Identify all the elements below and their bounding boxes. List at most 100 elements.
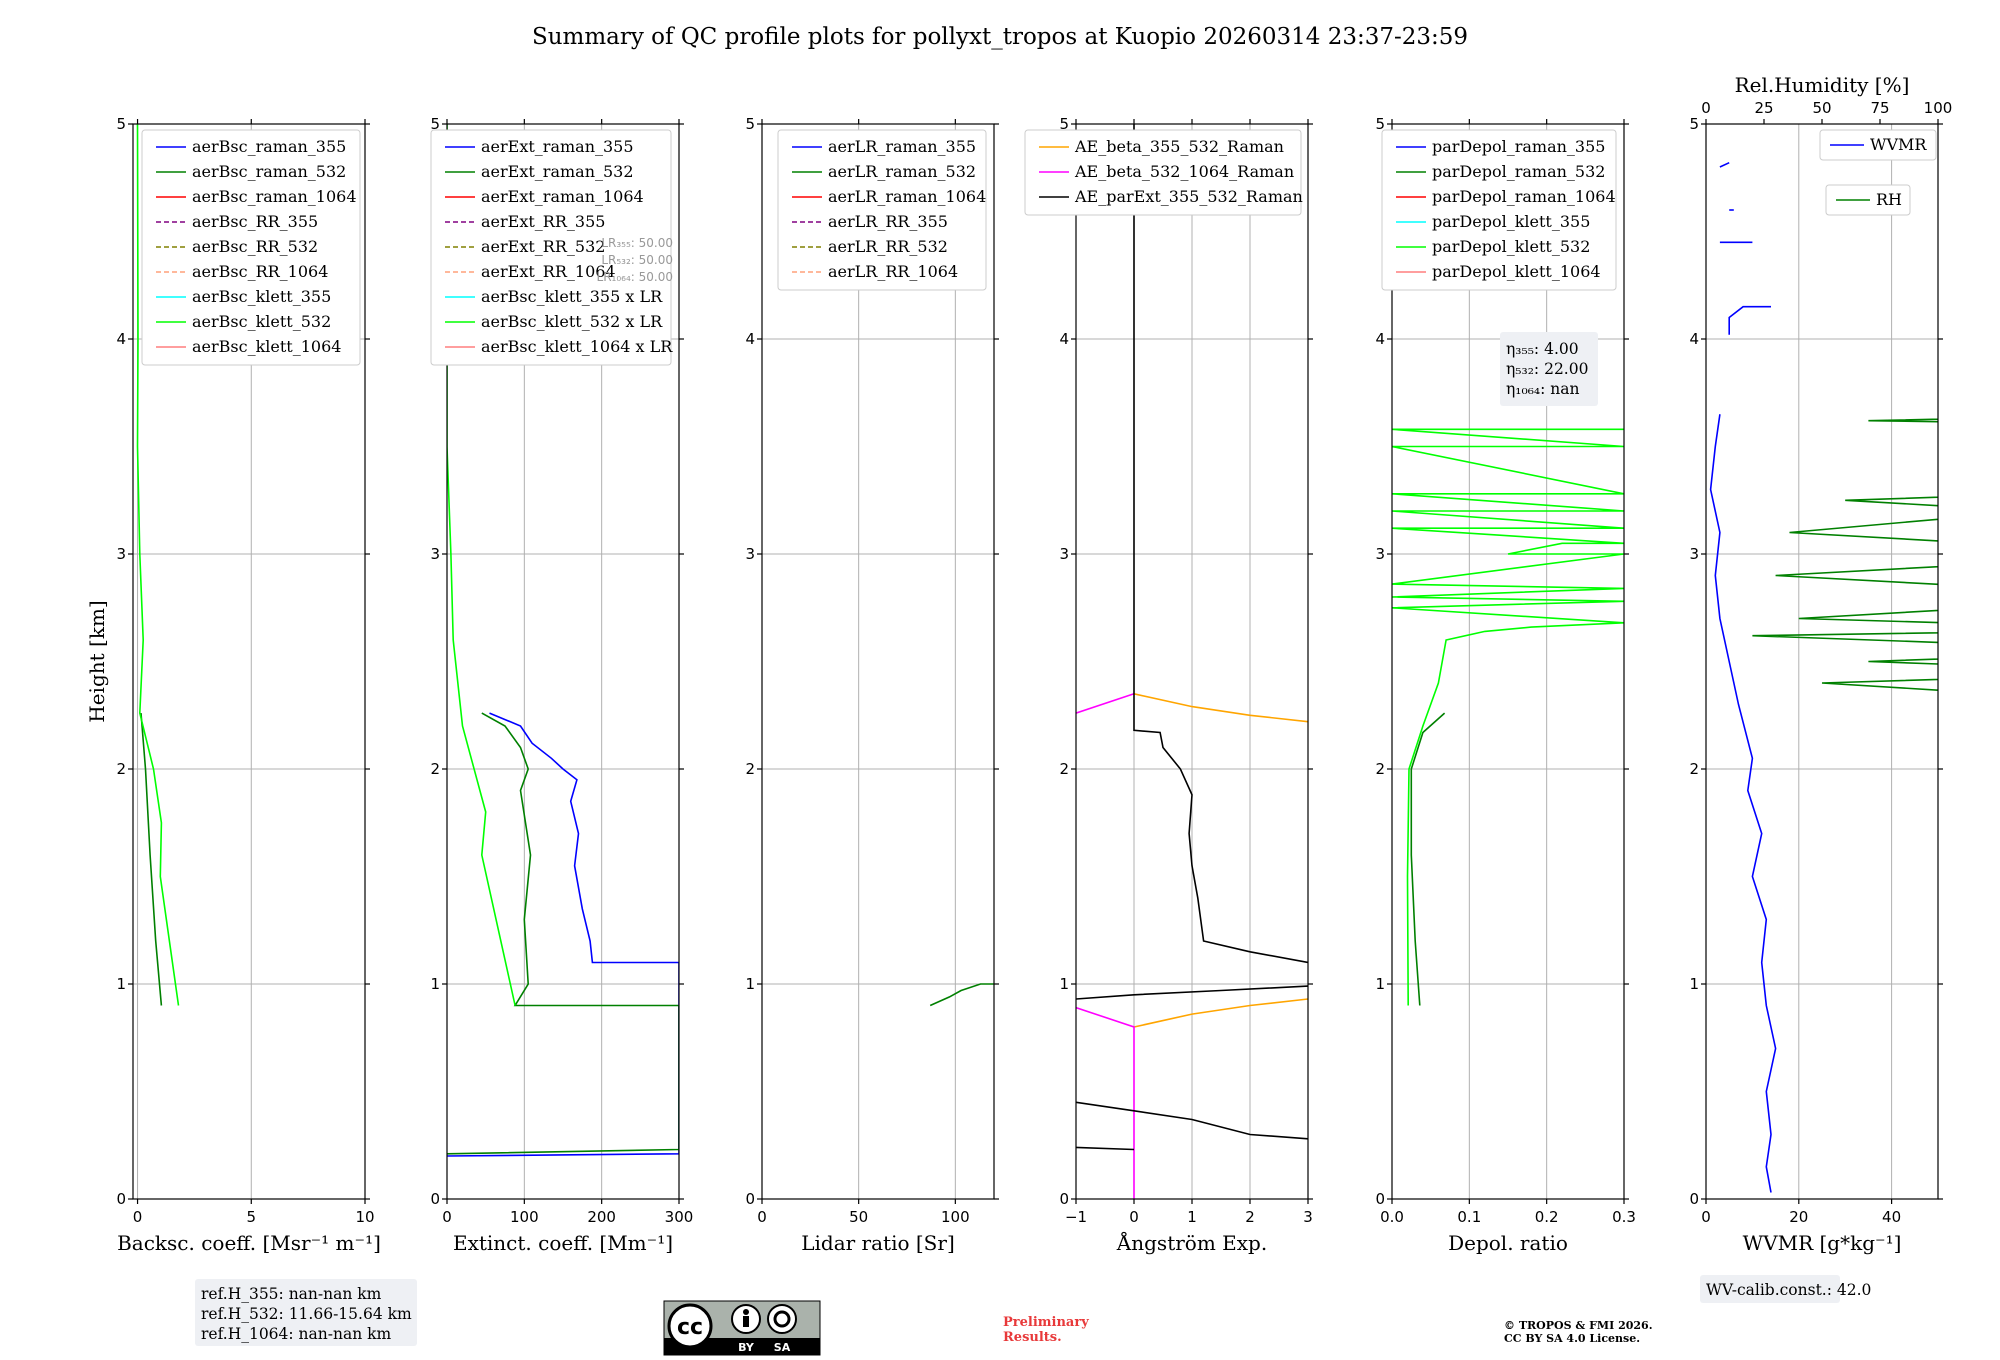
cc-sa-label: SA: [774, 1341, 791, 1354]
y-tick-label: 3: [430, 545, 440, 563]
x-tick-label: 5: [247, 1208, 257, 1226]
legend-wv: WVMR RH: [1819, 129, 1937, 216]
eta-annotation: η₁₀₆₄: nan: [1506, 380, 1580, 398]
x-tick-label: 300: [665, 1208, 694, 1226]
x-tick-label: 10: [355, 1208, 374, 1226]
x-tick-label: 2: [1245, 1208, 1255, 1226]
y-tick-label: 3: [116, 545, 126, 563]
y-tick-label: 0: [1375, 1190, 1385, 1208]
series-aerbsc-raman-532: [140, 713, 163, 1006]
x-tick-label: 1: [1187, 1208, 1197, 1226]
y-tick-label: 4: [1059, 330, 1069, 348]
figure-title: Summary of QC profile plots for pollyxt_…: [532, 24, 1468, 50]
legend-label: aerLR_raman_1064: [828, 187, 986, 206]
legend-label: parDepol_raman_1064: [1432, 187, 1616, 206]
legend-label: aerBsc_RR_355: [192, 212, 318, 231]
x-tick-label: 200: [587, 1208, 616, 1226]
top-x-tick-label: 25: [1754, 99, 1773, 117]
series-ae-beta-532-1064-raman: [1076, 693, 1135, 714]
top-x-tick-label: 100: [1924, 99, 1953, 117]
legend-label: aerBsc_klett_1064 x LR: [481, 337, 673, 356]
legend-label: AE_parExt_355_532_Raman: [1074, 187, 1303, 206]
y-tick-label: 3: [1375, 545, 1385, 563]
panel-lr: 0 50 100 0 1 2 3 4 5 Lidar ratio [Sr] aerLR_raman_…: [745, 115, 999, 1255]
lr-annotation: LR₁₀₆₄: 50.00: [597, 270, 673, 284]
legend-label: aerExt_RR_1064: [481, 262, 616, 281]
series-ae-parext-355-532-raman-bottom: [1076, 1146, 1135, 1151]
y-tick-label: 4: [745, 330, 755, 348]
cc-by-label: BY: [738, 1341, 755, 1354]
x-tick-label: 0.3: [1612, 1208, 1636, 1226]
legend-label: AE_beta_532_1064_Raman: [1074, 162, 1294, 181]
x-tick-label: 100: [510, 1208, 539, 1226]
legend-depol: parDepol_raman_355 parDepol_raman_532 parD…: [1381, 129, 1617, 291]
axes-frame: [1391, 123, 1625, 1200]
legend-label: aerBsc_klett_532: [192, 312, 331, 331]
legend-label: aerLR_RR_355: [828, 212, 948, 231]
y-tick-label: 4: [1689, 330, 1699, 348]
x-tick-label: 0: [442, 1208, 452, 1226]
preliminary-line-1: Preliminary: [1003, 1315, 1089, 1330]
y-tick-label: 1: [1689, 975, 1699, 993]
series-ae-parext-355-532-raman: [1133, 124, 1308, 964]
legend-label: aerBsc_RR_532: [192, 237, 318, 256]
eta-annotation: η₅₃₂: 22.00: [1506, 360, 1588, 378]
y-tick-label: 0: [745, 1190, 755, 1208]
y-tick-label: 0: [116, 1190, 126, 1208]
legend-label: aerLR_raman_355: [828, 137, 976, 156]
legend-ae: AE_beta_355_532_Raman AE_beta_532_1064_Ra…: [1024, 129, 1303, 216]
y-tick-label: 4: [116, 330, 126, 348]
x-tick-label: 0.0: [1380, 1208, 1404, 1226]
legend-label: parDepol_raman_532: [1432, 162, 1605, 181]
series-pardepol-klett-532: [1392, 428, 1624, 1006]
legend-label: RH: [1876, 190, 1902, 209]
top-x-tick-label: 75: [1870, 99, 1889, 117]
x-tick-label: 0: [757, 1208, 767, 1226]
legend-label: parDepol_klett_532: [1432, 237, 1590, 256]
y-tick-label: 1: [745, 975, 755, 993]
y-tick-label: 0: [1059, 1190, 1069, 1208]
x-tick-label: 0: [1129, 1208, 1139, 1226]
series-aerlr-raman-532: [929, 983, 994, 1007]
legend-label: AE_beta_355_532_Raman: [1074, 137, 1284, 156]
series-aerbsc-klett-532: [136, 124, 180, 1006]
legend-label: aerBsc_raman_355: [192, 137, 346, 156]
wv-calib-text: WV-calib.const.: 42.0: [1706, 1281, 1871, 1299]
copyright-line-1: © TROPOS & FMI 2026.: [1504, 1319, 1653, 1332]
preliminary-note: Preliminary Results.: [1003, 1315, 1089, 1345]
x-axis-label: Lidar ratio [Sr]: [801, 1231, 955, 1255]
lr-annotation: LR₅₃₂: 50.00: [601, 253, 673, 267]
y-tick-label: 3: [1059, 545, 1069, 563]
axes-frame: [761, 123, 995, 1200]
lr-annotation: LR₃₅₅: 50.00: [601, 236, 673, 250]
legend-label: aerBsc_raman_532: [192, 162, 346, 181]
y-tick-label: 3: [1689, 545, 1699, 563]
x-axis-label: Extinct. coeff. [Mm⁻¹]: [453, 1231, 673, 1255]
y-tick-label: 0: [430, 1190, 440, 1208]
legend-label: aerExt_raman_355: [481, 137, 634, 156]
panel-ext: 0100200300012345Extinct. coeff. [Mm⁻¹]ae…: [430, 115, 693, 1255]
y-tick-label: 2: [1689, 760, 1699, 778]
legend-ext: aerExt_raman_355 aerExt_raman_532 aerExt_r…: [430, 129, 673, 366]
legend-label: aerBsc_klett_355 x LR: [481, 287, 663, 306]
series-ae-parext-355-532-raman-mid: [1076, 985, 1308, 1000]
y-tick-label: 5: [1375, 115, 1385, 133]
copyright-line-2: CC BY SA 4.0 License.: [1504, 1332, 1640, 1345]
cc-logo-icon: [667, 1303, 713, 1349]
series-ae-beta-532-1064-raman-low: [1076, 1006, 1135, 1199]
y-tick-label: 5: [1689, 115, 1699, 133]
ref-heights-box: ref.H_355: nan-nan km ref.H_532: 11.66-1…: [195, 1279, 417, 1346]
axes-frame: [1705, 123, 1939, 1200]
y-tick-label: 1: [1059, 975, 1069, 993]
series-aerext-raman-532: [447, 712, 679, 1155]
x-axis-label: Depol. ratio: [1448, 1231, 1568, 1255]
legend-label: aerBsc_klett_1064: [192, 337, 341, 356]
x-tick-label: 0: [1701, 1208, 1711, 1226]
legend-bsc: aerBsc_raman_355 aerBsc_raman_532 aerBsc_r…: [141, 129, 361, 366]
ref-height-532: ref.H_532: 11.66-15.64 km: [201, 1305, 412, 1323]
top-x-tick-label: 50: [1812, 99, 1831, 117]
x-tick-label: 50: [849, 1208, 868, 1226]
